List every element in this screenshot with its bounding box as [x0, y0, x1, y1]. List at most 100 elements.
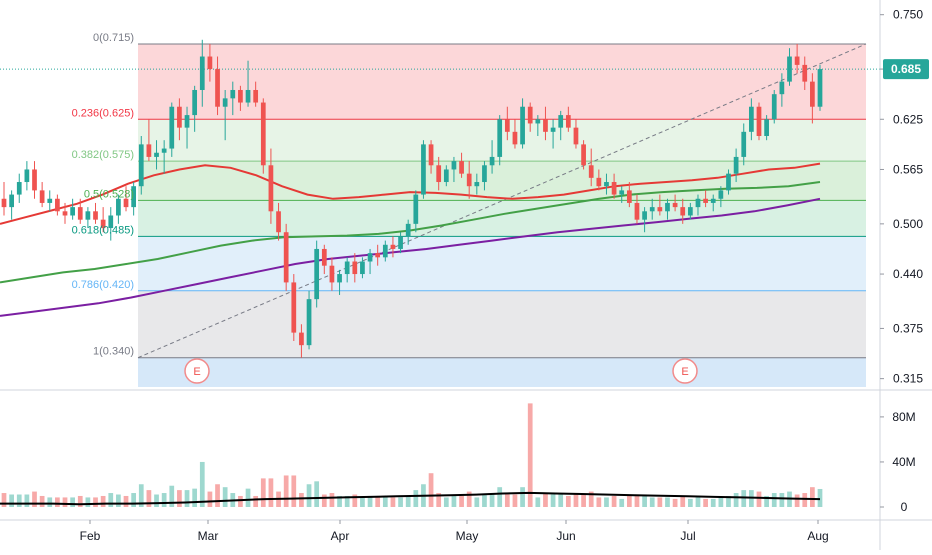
- volume-bar: [161, 493, 167, 507]
- candle-body: [520, 106, 525, 145]
- volume-bar: [329, 493, 335, 507]
- time-tick-label: May: [456, 529, 479, 543]
- candle-body: [306, 299, 312, 346]
- volume-bar: [268, 478, 274, 507]
- volume-bar: [207, 491, 213, 507]
- volume-bar: [93, 497, 98, 507]
- volume-bar: [436, 493, 442, 507]
- candle-body: [70, 207, 75, 216]
- volume-bar: [253, 495, 259, 507]
- candle-body: [581, 144, 586, 166]
- volume-bar: [70, 497, 75, 507]
- candle-body: [573, 127, 579, 145]
- volume-bar: [177, 490, 182, 507]
- candle-body: [649, 207, 655, 212]
- volume-bar: [672, 498, 678, 507]
- candle-body: [32, 169, 37, 191]
- volume-bar: [283, 475, 289, 507]
- volume-bar: [184, 490, 190, 507]
- price-tick-label: 0.750: [893, 8, 923, 22]
- candle-body: [138, 144, 144, 187]
- candle-body: [329, 265, 335, 283]
- candle-body: [527, 106, 533, 124]
- candlesticks: [1, 39, 823, 358]
- candle-body: [596, 177, 602, 187]
- volume-bar: [32, 491, 37, 507]
- volume-bar: [55, 497, 60, 507]
- candle-body: [421, 144, 426, 195]
- candle-body: [276, 211, 281, 233]
- candle-body: [413, 194, 419, 224]
- volume-bar: [588, 491, 594, 507]
- candle-body: [344, 261, 350, 275]
- volume-bar: [9, 494, 14, 507]
- volume-tick-label: 0: [901, 500, 908, 514]
- volume-tick-label: 40M: [892, 455, 915, 469]
- volume-bar: [405, 495, 411, 507]
- candle-body: [360, 261, 365, 275]
- candle-body: [565, 115, 571, 128]
- candle-body: [24, 169, 30, 183]
- candle-body: [642, 211, 647, 220]
- volume-bar: [360, 497, 365, 507]
- earnings-marker[interactable]: [672, 358, 698, 384]
- volume-bar: [604, 497, 609, 507]
- volume-bar: [138, 484, 144, 507]
- candle-body: [764, 119, 769, 137]
- volume-bar: [466, 491, 472, 507]
- volume-bar: [238, 495, 243, 507]
- candle-body: [55, 198, 60, 212]
- volume-bar: [535, 497, 541, 507]
- moving-average-line: [0, 197, 821, 317]
- candle-body: [787, 56, 792, 82]
- volume-bar: [733, 493, 739, 507]
- volume-bar: [443, 497, 449, 507]
- candle-body: [39, 190, 45, 203]
- volume-bar: [703, 498, 708, 507]
- candle-body: [604, 182, 609, 187]
- time-tick-label: Mar: [198, 529, 219, 543]
- moving-average-line: [0, 162, 821, 225]
- candle-body: [634, 202, 640, 220]
- volume-bar: [489, 493, 495, 507]
- volume-bar: [375, 497, 381, 507]
- candle-body: [588, 165, 594, 178]
- volume-bar: [451, 495, 457, 507]
- candle-body: [749, 106, 754, 132]
- candle-body: [398, 236, 403, 249]
- candle-body: [222, 98, 228, 107]
- fib-level-label: 0.5(0.528): [84, 188, 134, 200]
- candle-body: [238, 89, 243, 103]
- candle-body: [619, 190, 625, 195]
- candle-body: [314, 248, 320, 300]
- volume-bar: [649, 497, 655, 507]
- volume-bar: [756, 491, 762, 507]
- volume-bar: [367, 495, 373, 507]
- candle-body: [535, 119, 541, 124]
- volume-bar: [565, 495, 571, 507]
- volume-bar: [314, 481, 320, 507]
- candle-body: [177, 106, 182, 128]
- fibonacci-bands: [138, 43, 866, 387]
- price-tick-label: 0.375: [893, 321, 923, 335]
- candle-body: [123, 198, 129, 208]
- price-tick-label: 0.315: [893, 372, 923, 386]
- volume-bar: [596, 497, 602, 507]
- candle-body: [146, 144, 152, 157]
- candle-body: [626, 190, 632, 203]
- volume-bar: [504, 493, 510, 507]
- earnings-marker[interactable]: [184, 358, 210, 384]
- volume-bar: [390, 497, 396, 507]
- candle-body: [108, 215, 114, 229]
- fib-level-label: 0.236(0.625): [72, 107, 134, 119]
- candle-body: [16, 182, 22, 195]
- fibonacci-labels: 0(0.715) 0.236(0.625) 0.382(0.575) 0.5(0.52…: [72, 32, 134, 358]
- volume-bar: [260, 478, 266, 507]
- candle-body: [382, 244, 388, 258]
- volume-bar: [24, 494, 30, 507]
- volume-bar: [474, 497, 480, 507]
- candle-body: [215, 69, 220, 107]
- earnings-marker-label: E: [681, 366, 688, 378]
